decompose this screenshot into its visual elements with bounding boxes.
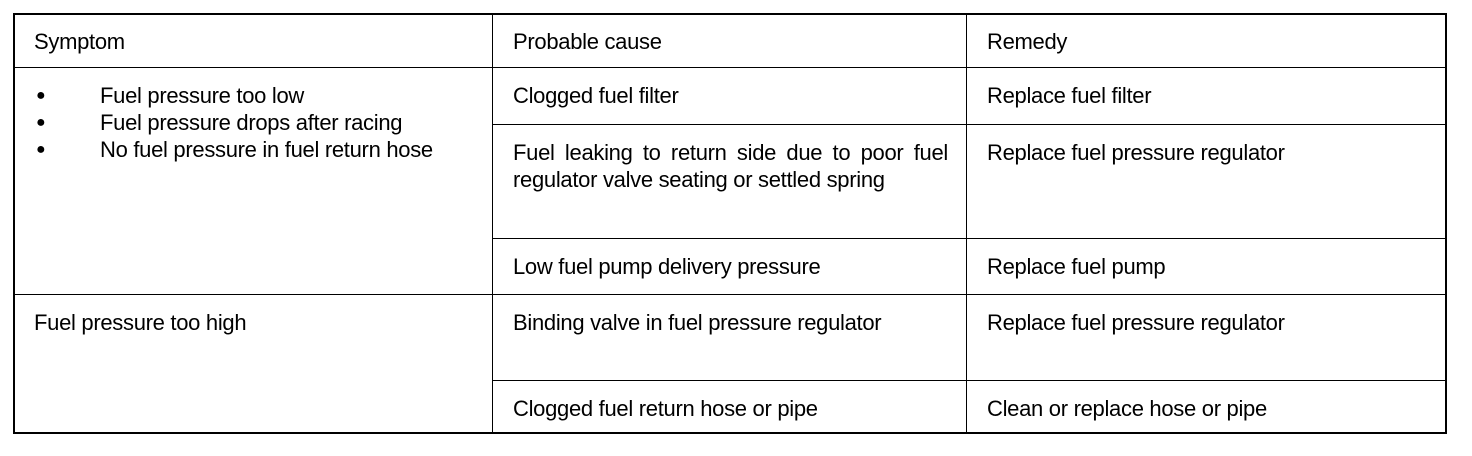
remedy-cell: Clean or replace hose or pipe (966, 380, 1447, 434)
header-cause: Probable cause (492, 13, 967, 68)
remedy-cell: Replace fuel filter (966, 67, 1447, 125)
header-remedy: Remedy (966, 13, 1447, 68)
symptom-item: No fuel pressure in fuel return hose (36, 136, 474, 163)
cause-cell: Binding valve in fuel pressure regulator (492, 294, 967, 381)
remedy-cell: Replace fuel pressure regulator (966, 124, 1447, 239)
symptom-cell-high: Fuel pressure too high (13, 294, 493, 434)
remedy-cell: Replace fuel pressure regulator (966, 294, 1447, 381)
cause-cell: Clogged fuel filter (492, 67, 967, 125)
remedy-cell: Replace fuel pump (966, 238, 1447, 295)
symptom-cell-low: Fuel pressure too low Fuel pressure drop… (13, 67, 493, 295)
cause-cell: Fuel leaking to return side due to poor … (492, 124, 967, 239)
cause-cell: Clogged fuel return hose or pipe (492, 380, 967, 434)
header-symptom: Symptom (13, 13, 493, 68)
symptom-list: Fuel pressure too low Fuel pressure drop… (36, 82, 474, 163)
symptom-item: Fuel pressure drops after racing (36, 109, 474, 136)
symptom-item: Fuel pressure too low (36, 82, 474, 109)
cause-cell: Low fuel pump delivery pressure (492, 238, 967, 295)
